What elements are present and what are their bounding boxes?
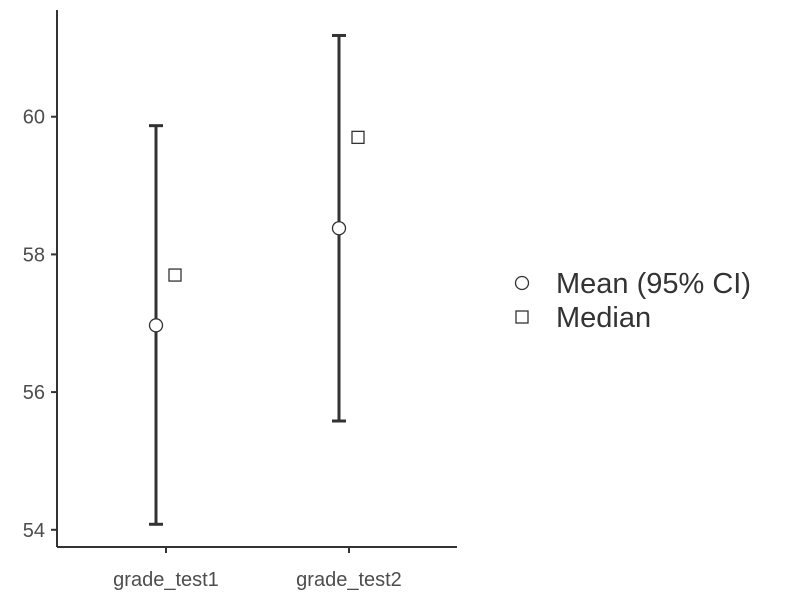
- legend-circle-icon: [514, 275, 530, 291]
- legend-square-icon: [515, 310, 529, 324]
- mean-point: [331, 221, 347, 236]
- y-tick-label: 56: [23, 382, 45, 404]
- y-tick-label: 54: [23, 520, 45, 542]
- plot-area: [148, 33, 365, 526]
- x-tick-label: grade_test1: [113, 569, 219, 591]
- y-tick-label: 58: [23, 244, 45, 266]
- median-point: [168, 268, 182, 282]
- y-axis-ticks: 54 56 58 60: [23, 107, 57, 542]
- x-axis-ticks: grade_test1 grade_test2: [113, 547, 402, 591]
- x-tick-label: grade_test2: [296, 569, 402, 591]
- median-point: [351, 130, 365, 145]
- mean-point: [148, 318, 164, 333]
- axes: [56, 10, 457, 548]
- legend-label-median: Median: [556, 302, 651, 334]
- y-tick-label: 60: [23, 107, 45, 129]
- legend-label-mean: Mean (95% CI): [556, 268, 751, 300]
- legend: Mean (95% CI)Median: [514, 268, 751, 334]
